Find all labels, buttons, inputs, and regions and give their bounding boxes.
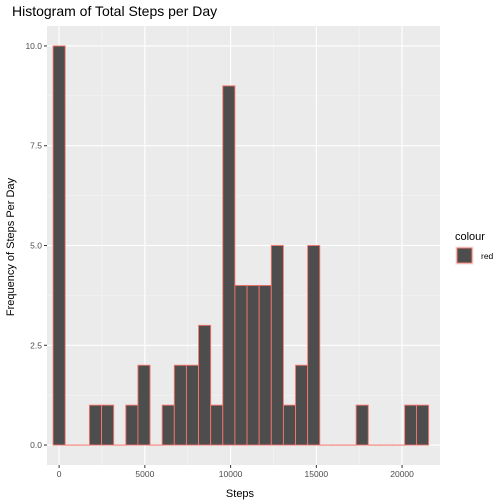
chart-title: Histogram of Total Steps per Day [12, 3, 217, 19]
histogram-bars [52, 45, 430, 446]
histogram-bar [161, 404, 175, 446]
x-tick-label: 5000 [135, 469, 154, 479]
y-tick-label: 10.0 [25, 41, 42, 51]
histogram-bar [282, 404, 296, 446]
histogram-bar [416, 404, 430, 446]
histogram-bar [246, 284, 260, 446]
histogram-bar [101, 404, 115, 446]
y-tick-label: 5.0 [30, 241, 42, 251]
x-tick-label: 20000 [390, 469, 414, 479]
histogram-bar [173, 364, 187, 446]
histogram-bar [404, 404, 418, 446]
x-tick-label: 15000 [305, 469, 329, 479]
histogram-bar [198, 324, 212, 446]
histogram-bar [185, 364, 199, 446]
histogram-bar [295, 364, 309, 446]
histogram-bar [234, 284, 248, 446]
histogram-bar [52, 45, 66, 446]
histogram-bar [258, 284, 272, 446]
legend-title: colour [455, 231, 485, 243]
histogram-bar [355, 404, 369, 446]
histogram-bar [137, 364, 151, 446]
histogram-bar [307, 245, 321, 446]
x-tick-label: 10000 [219, 469, 243, 479]
y-tick-label: 2.5 [30, 340, 42, 350]
x-axis-title: Steps [226, 488, 255, 500]
histogram-bar [270, 245, 284, 446]
axes: 0 5000 10000 15000 20000 0.0 2.5 5.0 7.5 10.0 [25, 41, 414, 479]
y-tick-label: 0.0 [30, 440, 42, 450]
histogram-bar [210, 404, 224, 446]
histogram-bar [125, 404, 139, 446]
legend-swatch-red [456, 247, 473, 264]
histogram-bar [88, 404, 103, 446]
histogram-bar [222, 85, 236, 446]
y-tick-label: 7.5 [30, 141, 42, 151]
legend-label-red: red [481, 251, 494, 261]
y-axis-title: Frequency of Steps Per Day [5, 177, 17, 316]
x-tick-label: 0 [57, 469, 62, 479]
legend: colour red [455, 231, 494, 265]
